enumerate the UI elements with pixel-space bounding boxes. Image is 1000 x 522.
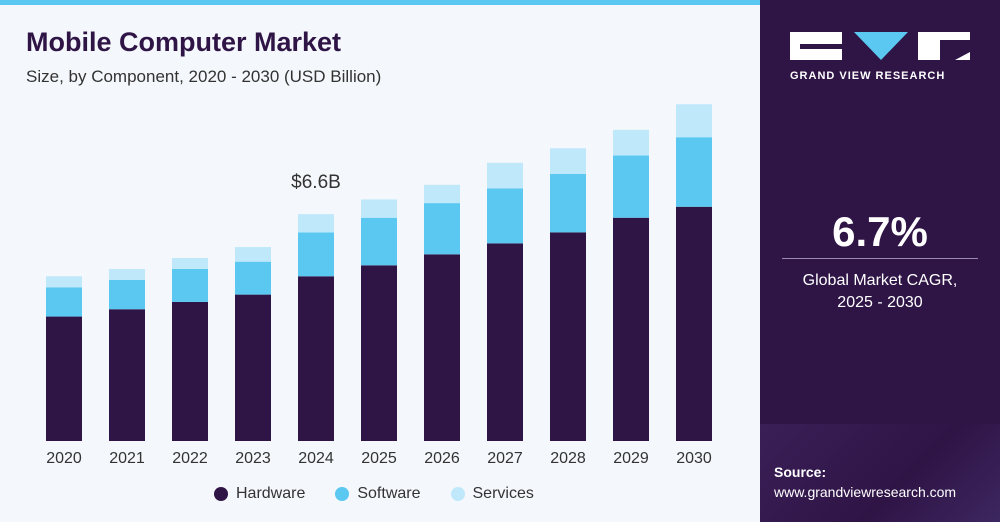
brand-name: GRAND VIEW RESEARCH xyxy=(790,70,946,82)
legend-item-hardware: Hardware xyxy=(214,485,305,503)
legend-label-software: Software xyxy=(357,485,421,502)
bar-services-2026 xyxy=(424,184,460,204)
sidebar-panel: GRAND VIEW RESEARCH 6.7% Global Market C… xyxy=(760,0,1000,522)
legend-swatch-hardware xyxy=(214,487,228,501)
chart-panel: Mobile Computer Market Size, by Componen… xyxy=(0,0,760,522)
bar-software-2028 xyxy=(550,173,586,233)
bar-services-2023 xyxy=(235,247,271,262)
bar-software-2021 xyxy=(109,279,145,310)
legend-item-services: Services xyxy=(450,485,534,503)
x-tick-label-2027: 2027 xyxy=(487,450,523,467)
source-url[interactable]: www.grandviewresearch.com xyxy=(774,484,957,500)
x-tick-label-2025: 2025 xyxy=(361,450,397,467)
chart-title: Mobile Computer Market xyxy=(26,27,342,57)
legend-label-services: Services xyxy=(472,485,534,502)
cagr-value: 6.7% xyxy=(832,208,928,255)
x-tick-label-2026: 2026 xyxy=(424,450,460,467)
bar-chart: 2020 2021 2022 2023 2024 $6.6B 2025 2026 2027 202… xyxy=(46,104,712,467)
bar-software-2029 xyxy=(613,155,649,218)
grand-view-research-logo xyxy=(790,32,970,60)
legend-label-hardware: Hardware xyxy=(236,485,306,502)
bar-hardware-2026 xyxy=(424,254,460,441)
x-tick-label-2024: 2024 xyxy=(298,450,334,467)
bar-hardware-2028 xyxy=(550,232,586,441)
annotation-2024: $6.6B xyxy=(291,172,341,193)
bar-services-2021 xyxy=(109,268,145,280)
bar-services-2029 xyxy=(613,129,649,156)
bar-services-2025 xyxy=(361,199,397,218)
bar-software-2020 xyxy=(46,287,82,317)
bar-hardware-2021 xyxy=(109,309,145,441)
bar-hardware-2020 xyxy=(46,316,82,441)
bar-services-2024 xyxy=(298,214,334,233)
bar-hardware-2022 xyxy=(172,301,208,441)
bar-services-2028 xyxy=(550,148,586,174)
bar-services-2027 xyxy=(487,162,523,189)
x-tick-label-2021: 2021 xyxy=(109,450,145,467)
source-panel xyxy=(760,424,1000,522)
bar-software-2027 xyxy=(487,188,523,244)
bar-software-2023 xyxy=(235,261,271,295)
cagr-label-line1: Global Market CAGR, xyxy=(802,272,958,289)
bar-software-2026 xyxy=(424,203,460,255)
x-tick-label-2029: 2029 xyxy=(613,450,649,467)
bar-hardware-2024 xyxy=(298,276,334,441)
x-tick-label-2023: 2023 xyxy=(235,450,271,467)
cagr-divider xyxy=(782,258,978,259)
cagr-label: Global Market CAGR, 2025 - 2030 xyxy=(760,270,1000,314)
source-label: Source: xyxy=(774,464,827,480)
chart-legend: Hardware Software Services xyxy=(214,485,534,503)
x-tick-label-2030: 2030 xyxy=(676,450,712,467)
bar-software-2022 xyxy=(172,268,208,302)
x-tick-label-2022: 2022 xyxy=(172,450,208,467)
legend-item-software: Software xyxy=(335,485,421,503)
bar-software-2030 xyxy=(676,137,712,207)
cagr-label-line2: 2025 - 2030 xyxy=(837,294,923,311)
bar-hardware-2029 xyxy=(613,217,649,441)
bar-hardware-2030 xyxy=(676,206,712,441)
bar-hardware-2025 xyxy=(361,265,397,441)
x-tick-label-2028: 2028 xyxy=(550,450,586,467)
bar-software-2024 xyxy=(298,232,334,277)
legend-swatch-services xyxy=(450,487,465,501)
legend-swatch-software xyxy=(335,487,350,501)
bar-services-2020 xyxy=(46,276,82,288)
bar-hardware-2023 xyxy=(235,294,271,441)
source-block: Source: www.grandviewresearch.com xyxy=(774,462,956,502)
x-tick-label-2020: 2020 xyxy=(46,450,82,467)
bar-hardware-2027 xyxy=(487,243,523,441)
chart-subtitle: Size, by Component, 2020 - 2030 (USD Bil… xyxy=(26,67,382,86)
bar-software-2025 xyxy=(361,217,397,266)
bar-services-2030 xyxy=(676,104,712,138)
bar-services-2022 xyxy=(172,258,208,269)
